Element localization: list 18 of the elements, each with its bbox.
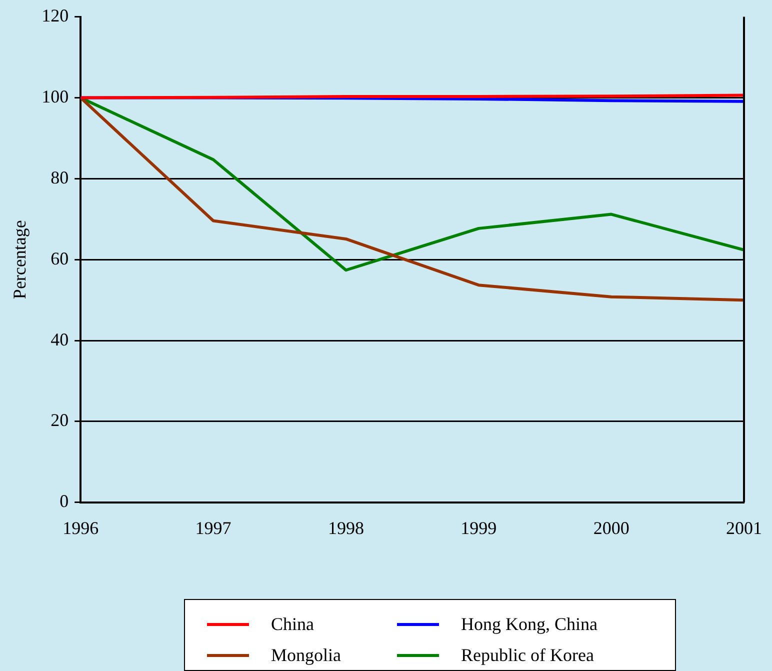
y-tick-label: 100	[42, 86, 69, 106]
y-tick-label: 20	[50, 410, 69, 430]
x-tick-label: 2001	[726, 518, 762, 538]
x-tick-label: 1999	[460, 518, 497, 538]
x-tick-label: 1997	[195, 518, 232, 538]
x-tick-label: 2000	[593, 518, 630, 538]
y-axis-title: Percentage	[10, 220, 30, 300]
legend-label: China	[271, 614, 314, 635]
y-tick-label: 120	[42, 6, 69, 26]
y-tick-label: 40	[50, 329, 69, 350]
x-tick-label: 1996	[62, 518, 99, 538]
legend-label: Republic of Korea	[461, 645, 594, 666]
legend-label: Mongolia	[271, 645, 341, 666]
y-tick-label: 80	[50, 167, 69, 188]
x-tick-label: 1998	[328, 518, 364, 538]
y-tick-label: 0	[60, 491, 69, 512]
y-tick-label: 60	[50, 248, 69, 268]
legend-label: Hong Kong, China	[461, 614, 598, 635]
